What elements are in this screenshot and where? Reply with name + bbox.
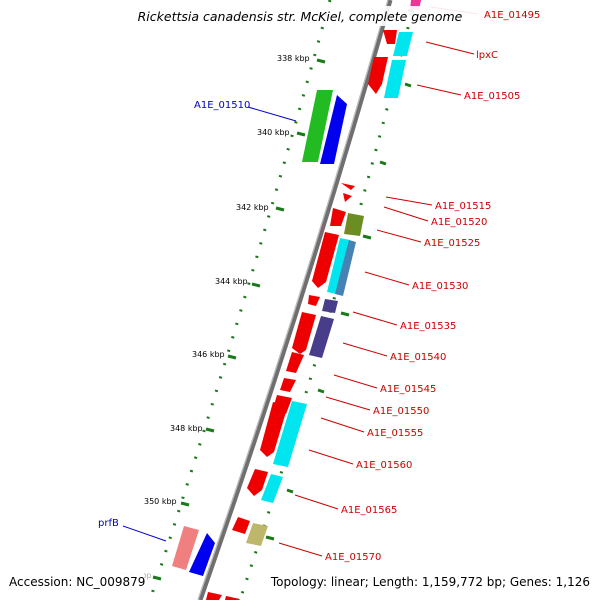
leader-line bbox=[325, 396, 371, 411]
tick-mark bbox=[340, 311, 350, 317]
tick-mark bbox=[205, 427, 215, 433]
feature-cds[interactable] bbox=[308, 295, 320, 306]
gene-label-a1e-01520[interactable]: A1E_01520 bbox=[431, 217, 487, 228]
tick-mark bbox=[152, 575, 162, 581]
tick-mark bbox=[404, 82, 412, 88]
leader-line bbox=[320, 417, 365, 433]
gene-label-a1e-01540[interactable]: A1E_01540 bbox=[390, 352, 446, 363]
gene-label-a1e-01560[interactable]: A1E_01560 bbox=[356, 460, 412, 471]
feature-khaki[interactable] bbox=[246, 523, 268, 546]
tick-mark bbox=[275, 206, 285, 212]
tick-label-340: 340 kbp bbox=[257, 128, 290, 137]
feature-purple[interactable] bbox=[322, 299, 338, 313]
feature-cds[interactable] bbox=[330, 208, 346, 226]
leader-line bbox=[352, 311, 398, 326]
tick-marks bbox=[152, 58, 326, 581]
leader-line bbox=[416, 84, 462, 96]
leader-line bbox=[376, 229, 422, 243]
leader-line bbox=[122, 525, 167, 542]
gene-label-a1e-01505[interactable]: A1E_01505 bbox=[464, 91, 520, 102]
feature-cds[interactable] bbox=[383, 30, 397, 44]
leader-line bbox=[308, 449, 354, 465]
feature-blue[interactable] bbox=[189, 533, 215, 576]
tick-label-342: 342 kbp bbox=[236, 203, 269, 212]
gene-label-a1e-01495[interactable]: A1E_01495 bbox=[484, 10, 540, 21]
genome-backbone-highlight bbox=[197, 0, 389, 600]
feature-cds[interactable] bbox=[232, 517, 250, 534]
tick-mark bbox=[180, 501, 190, 507]
title-backdrop bbox=[120, 6, 480, 26]
tick-mark bbox=[286, 488, 294, 494]
leader-line bbox=[247, 106, 297, 122]
feature-rna[interactable] bbox=[261, 474, 283, 503]
topology-summary-text: Topology: linear; Length: 1,159,772 bp; … bbox=[270, 575, 590, 589]
tick-label-346: 346 kbp bbox=[192, 350, 225, 359]
feature-cds[interactable] bbox=[260, 402, 288, 457]
tick-mark bbox=[317, 388, 325, 394]
gene-label-a1e-01550[interactable]: A1E_01550 bbox=[373, 406, 429, 417]
feature-rna[interactable] bbox=[384, 60, 406, 98]
feature-cds[interactable] bbox=[343, 193, 352, 202]
feature-steel[interactable] bbox=[335, 240, 356, 296]
feature-purple[interactable] bbox=[309, 316, 334, 358]
feature-cds[interactable] bbox=[292, 312, 316, 354]
genome-backbone bbox=[197, 0, 393, 600]
feature-olive[interactable] bbox=[344, 213, 364, 236]
tick-mark bbox=[316, 58, 326, 64]
leader-line bbox=[278, 542, 323, 557]
tick-label-338: 338 kbp bbox=[277, 54, 310, 63]
gene-label-a1e-01530[interactable]: A1E_01530 bbox=[412, 281, 468, 292]
feature-rna[interactable] bbox=[273, 401, 307, 467]
tick-mark bbox=[362, 234, 372, 240]
tick-mark bbox=[251, 282, 261, 288]
leader-line bbox=[385, 196, 433, 206]
leader-line bbox=[333, 374, 378, 389]
feature-cds[interactable] bbox=[247, 469, 268, 496]
leader-line bbox=[425, 41, 475, 55]
footer-backdrop-left bbox=[4, 572, 144, 590]
tick-mark bbox=[379, 160, 387, 166]
feature-cds[interactable] bbox=[206, 592, 222, 600]
feature-cds[interactable] bbox=[341, 183, 355, 190]
feature-blue[interactable] bbox=[320, 95, 347, 164]
leader-line bbox=[383, 206, 429, 222]
footer-backdrop-right bbox=[268, 572, 594, 590]
gene-label-a1e-01555[interactable]: A1E_01555 bbox=[367, 428, 423, 439]
tick-labels: 338 kbp 340 kbp 342 kbp 344 kbp 346 kbp … bbox=[119, 54, 310, 580]
tick-label-350: 350 kbp bbox=[144, 497, 177, 506]
gene-label-a1e-01565[interactable]: A1E_01565 bbox=[341, 505, 397, 516]
leader-line bbox=[364, 271, 410, 286]
gene-label-prfb[interactable]: prfB bbox=[98, 518, 119, 529]
features bbox=[172, 0, 421, 600]
feature-cds[interactable] bbox=[225, 596, 240, 600]
gene-label-a1e-01535[interactable]: A1E_01535 bbox=[400, 321, 456, 332]
gene-label-a1e-01510[interactable]: A1E_01510 bbox=[194, 100, 250, 111]
feature-green[interactable] bbox=[302, 90, 333, 162]
feature-rna[interactable] bbox=[327, 238, 350, 294]
feature-cds[interactable] bbox=[368, 57, 388, 94]
gene-label-lpxc[interactable]: lpxC bbox=[476, 50, 498, 61]
gene-label-a1e-01570[interactable]: A1E_01570 bbox=[325, 552, 381, 563]
gene-label-a1e-01545[interactable]: A1E_01545 bbox=[380, 384, 436, 395]
feature-cds[interactable] bbox=[312, 232, 339, 288]
gene-label-a1e-01525[interactable]: A1E_01525 bbox=[424, 238, 480, 249]
gene-label-a1e-01515[interactable]: A1E_01515 bbox=[435, 201, 491, 212]
leader-line bbox=[294, 494, 339, 510]
gc-skew-outer-dots bbox=[148, 0, 332, 600]
tick-mark bbox=[265, 535, 275, 541]
tick-label-348: 348 kbp bbox=[170, 424, 203, 433]
feature-pink[interactable] bbox=[172, 526, 199, 570]
map-title: Rickettsia canadensis str. McKiel, compl… bbox=[138, 9, 463, 24]
feature-rna[interactable] bbox=[393, 32, 413, 56]
tick-mark bbox=[227, 354, 237, 360]
tick-mark bbox=[296, 131, 306, 137]
leader-line bbox=[342, 342, 388, 357]
gene-labels: A1E_01495 lpxC A1E_01505 A1E_01510 A1E_0… bbox=[98, 10, 540, 563]
feature-cds[interactable] bbox=[280, 378, 296, 392]
feature-cds[interactable] bbox=[286, 352, 304, 373]
tick-label-344: 344 kbp bbox=[215, 277, 248, 286]
accession-text: Accession: NC_009879 bbox=[9, 575, 145, 589]
